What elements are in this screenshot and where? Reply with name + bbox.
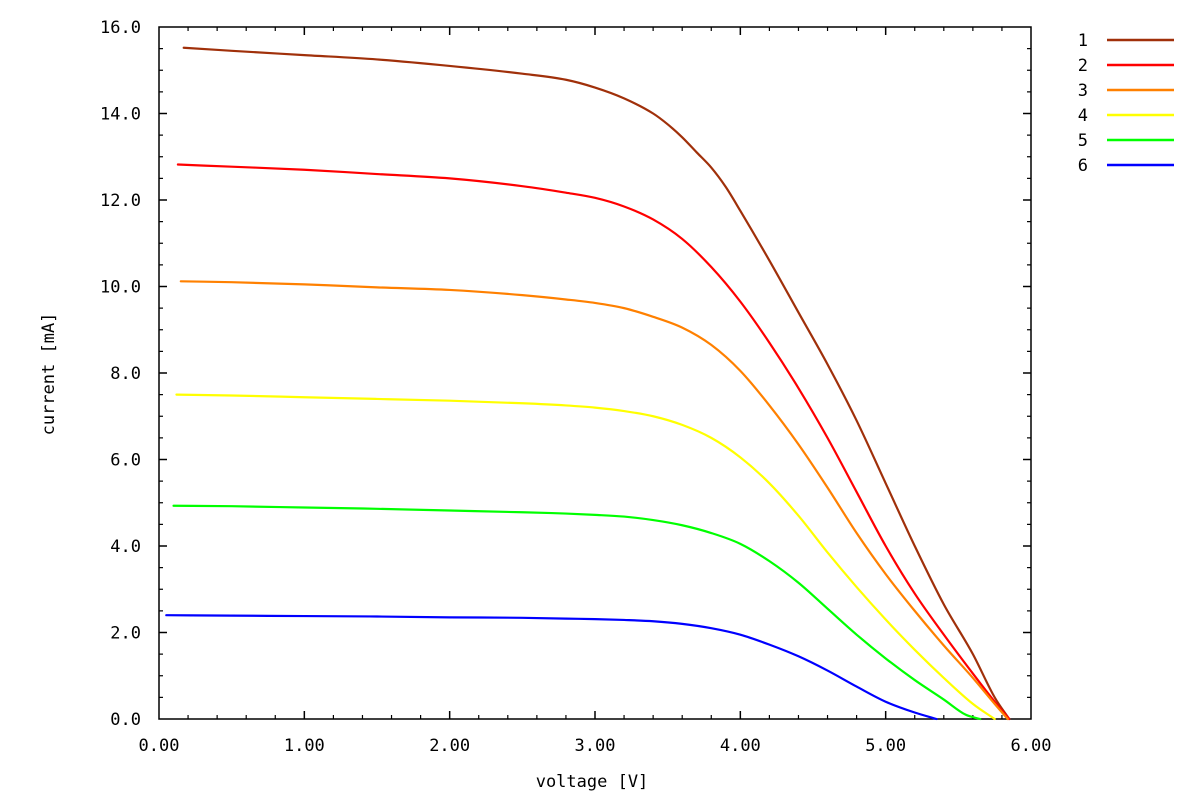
x-tick-label: 5.00 (865, 736, 906, 756)
series-line-6 (165, 614, 938, 721)
y-tick-label: 8.0 (110, 364, 141, 384)
y-tick-label: 4.0 (110, 537, 141, 557)
x-tick-label: 2.00 (429, 736, 470, 756)
legend: 1 2 3 4 5 6 (1078, 31, 1174, 176)
legend-label-5: 5 (1078, 131, 1088, 151)
y-tick-label: 14.0 (100, 105, 141, 125)
y-tick-label: 0.0 (110, 710, 141, 730)
x-tick-label: 4.00 (720, 736, 761, 756)
series-line-2 (176, 163, 1011, 721)
y-tick-label: 16.0 (100, 18, 141, 38)
x-tick-label: 1.00 (284, 736, 325, 756)
legend-label-3: 3 (1078, 81, 1088, 101)
x-axis-title: voltage [V] (536, 772, 649, 792)
series-line-4 (175, 393, 996, 721)
x-tick-label: 6.00 (1011, 736, 1052, 756)
y-tick-label: 10.0 (100, 278, 141, 298)
x-tick-label: 3.00 (575, 736, 616, 756)
y-axis-title: current [mA] (39, 313, 59, 436)
plot-area (158, 26, 1032, 721)
y-tick-label: 12.0 (100, 191, 141, 211)
y-tick-label: 2.0 (110, 624, 141, 644)
x-tick-label: 0.00 (139, 736, 180, 756)
y-tick-label: 6.0 (110, 451, 141, 471)
series-lines (165, 46, 1011, 721)
legend-label-4: 4 (1078, 106, 1088, 126)
series-line-5 (172, 504, 982, 721)
series-line-3 (179, 280, 1009, 721)
x-axis-tick-labels: 0.00 1.00 2.00 3.00 4.00 5.00 6.00 (139, 736, 1052, 756)
legend-label-1: 1 (1078, 31, 1088, 51)
legend-label-6: 6 (1078, 156, 1088, 176)
series-line-1 (182, 46, 1011, 721)
axis-ticks (159, 27, 1031, 719)
y-axis-tick-labels: 0.0 2.0 4.0 6.0 8.0 10.0 12.0 14.0 16.0 (100, 18, 141, 730)
legend-label-2: 2 (1078, 56, 1088, 76)
